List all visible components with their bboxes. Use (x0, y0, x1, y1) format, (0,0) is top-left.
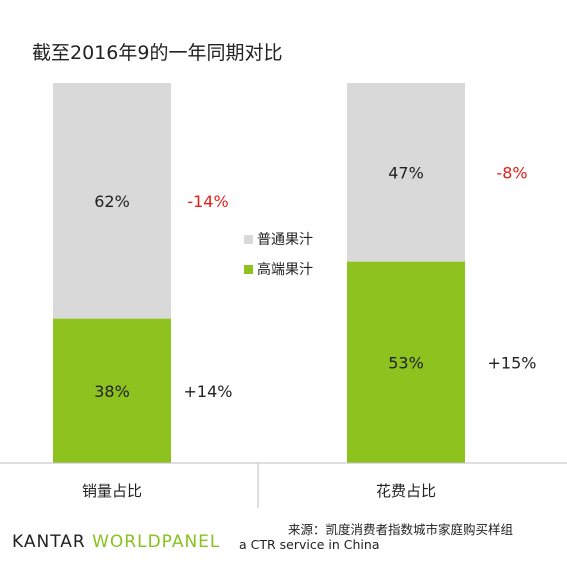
bar-segment (53, 318, 171, 463)
change-label: +14% (184, 382, 233, 401)
source-note: 来源：凯度消费者指数城市家庭购买样组 (288, 522, 514, 537)
data-label: 47% (388, 163, 424, 182)
brand-main: KANTAR (12, 532, 86, 552)
stacked-bar-chart: 38% +14% 62% -14% 销量占比 53% +15% 47% -8% 花费占比 (0, 83, 567, 508)
bar-segment (53, 83, 171, 319)
data-label: 38% (94, 382, 130, 401)
ctr-text: a CTR service in China (239, 537, 380, 552)
data-label: 53% (388, 353, 424, 372)
category-label: 花费占比 (376, 482, 436, 500)
legend-label-regular: 普通果汁 (257, 232, 313, 248)
bar-segment (347, 83, 465, 262)
legend-swatch-regular (244, 234, 253, 244)
legend: 普通果汁 高端果汁 (244, 230, 313, 290)
change-label: -8% (496, 163, 527, 182)
legend-item-premium: 高端果汁 (244, 260, 313, 278)
bar-segment (347, 261, 465, 463)
change-label: +15% (488, 353, 537, 372)
category-label: 销量占比 (82, 482, 142, 500)
kantar-worldpanel-logo: KANTAR WORLDPANEL (12, 532, 220, 552)
legend-item-regular: 普通果汁 (244, 230, 313, 248)
legend-swatch-premium (244, 264, 253, 274)
data-label: 62% (94, 192, 130, 211)
chart-title: 截至2016年9的一年同期对比 (32, 42, 283, 64)
legend-label-premium: 高端果汁 (257, 262, 313, 278)
brand-sub: WORLDPANEL (92, 532, 221, 552)
change-label: -14% (187, 192, 228, 211)
